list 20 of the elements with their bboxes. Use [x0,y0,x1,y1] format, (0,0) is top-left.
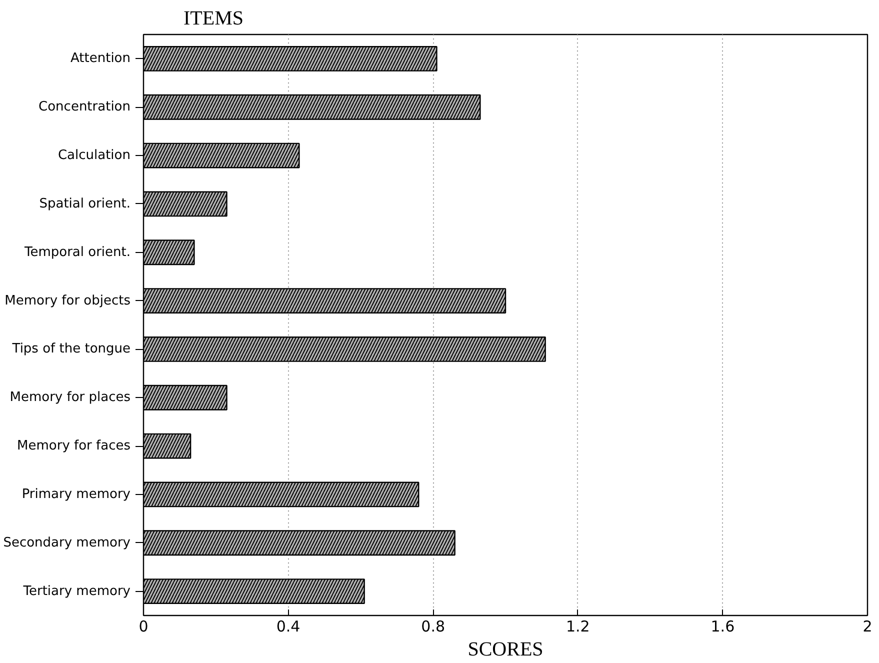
y-tick-label: Memory for objects [4,293,131,308]
y-tick-label: Memory for faces [17,438,131,454]
x-tick-label: 1.6 [710,618,735,636]
x-axis-title: SCORES [468,638,544,660]
x-tick-label: 2 [862,618,872,636]
x-tick-label: 0.4 [276,618,300,636]
x-tick-label: 1.2 [566,618,590,636]
x-tick-label: 0.8 [421,618,446,636]
y-tick-label: Concentration [38,100,131,115]
y-tick-label: Attention [70,51,130,66]
y-tick-label: Tips of the tongue [11,342,130,357]
y-axis-title: ITEMS [184,8,244,30]
y-tick-label: Spatial orient. [39,196,131,212]
y-tick-label: Calculation [58,148,131,164]
y-tick-label: Tertiary memory [22,584,131,599]
y-tick-label: Memory for places [10,390,131,406]
y-tick-label: Primary memory [22,486,131,502]
y-tick-label: Temporal orient. [23,244,130,260]
y-tick-label: Secondary memory [3,535,131,550]
x-tick-label: 0 [138,618,148,636]
